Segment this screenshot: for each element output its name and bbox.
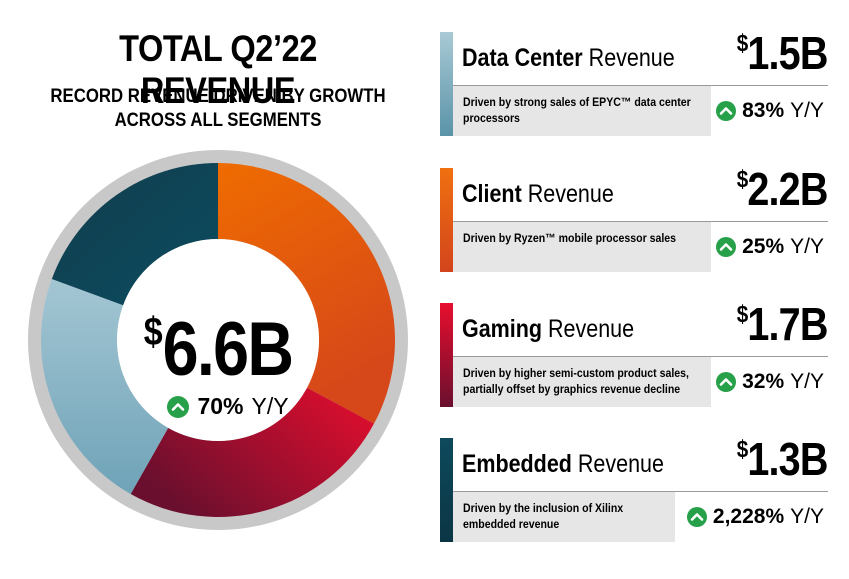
segment-divider	[453, 356, 828, 357]
page-title: TOTAL Q2’22 REVENUE	[119, 28, 317, 111]
segment-name: Data Center Revenue	[462, 44, 675, 72]
segment-growth: 32% Y/Y	[716, 357, 828, 407]
subtitle-line-2: ACROSS ALL SEGMENTS	[114, 109, 322, 131]
segment-description: Driven by higher semi-custom product sal…	[453, 357, 711, 407]
segment-name: Gaming Revenue	[462, 315, 635, 343]
total-currency: $	[143, 310, 163, 354]
growth-up-icon	[716, 372, 737, 392]
growth-up-icon	[686, 507, 707, 527]
segment-name: Client Revenue	[462, 180, 614, 208]
segment-gaming: Gaming Revenue $1.7B Driven by higher se…	[440, 298, 829, 407]
revenue-donut-chart	[28, 150, 408, 530]
segment-color-bar	[440, 168, 453, 272]
total-growth-label: Y/Y	[251, 393, 289, 419]
donut-slice-data-center	[41, 279, 169, 494]
donut-hole	[117, 239, 319, 441]
growth-up-icon	[716, 101, 737, 121]
segment-amount: $1.5B	[737, 27, 829, 79]
segment-description: Driven by the inclusion of Xilinx embedde…	[453, 492, 675, 542]
segment-client: Client Revenue $2.2B Driven by Ryzen™ mo…	[440, 163, 829, 272]
segment-embedded: Embedded Revenue $1.3B Driven by the inc…	[440, 433, 829, 542]
total-growth: 70% Y/Y	[148, 393, 308, 420]
segment-description: Driven by Ryzen™ mobile processor sales	[453, 222, 711, 272]
segment-color-bar	[440, 438, 453, 542]
growth-up-icon	[716, 237, 737, 257]
page-subtitle: RECORD REVENUE DRIVEN BY GROWTH ACROSS A…	[48, 84, 389, 132]
segment-growth: 2,228% Y/Y	[686, 492, 828, 542]
segment-amount: $1.7B	[737, 298, 829, 350]
segment-divider	[453, 221, 828, 222]
donut-slice-embedded	[51, 163, 218, 306]
segment-color-bar	[440, 32, 453, 136]
segment-description: Driven by strong sales of EPYC™ data cen…	[453, 86, 711, 136]
segment-growth: 25% Y/Y	[716, 222, 828, 272]
donut-slice-gaming	[130, 387, 374, 517]
segment-growth: 83% Y/Y	[716, 86, 828, 136]
segment-amount: $2.2B	[737, 163, 829, 215]
segment-divider	[453, 85, 828, 86]
donut-slice-client	[218, 163, 395, 424]
growth-up-icon	[167, 395, 190, 418]
segment-data-center: Data Center Revenue $1.5B Driven by stro…	[440, 27, 829, 136]
segment-name: Embedded Revenue	[462, 450, 664, 478]
total-amount: 6.6B	[162, 307, 294, 392]
segment-color-bar	[440, 303, 453, 407]
segment-divider	[453, 491, 828, 492]
total-revenue-value: $6.6B	[133, 292, 303, 390]
subtitle-line-1: RECORD REVENUE DRIVEN BY GROWTH	[50, 85, 386, 107]
total-growth-percent: 70%	[197, 393, 244, 419]
segment-amount: $1.3B	[737, 433, 829, 485]
